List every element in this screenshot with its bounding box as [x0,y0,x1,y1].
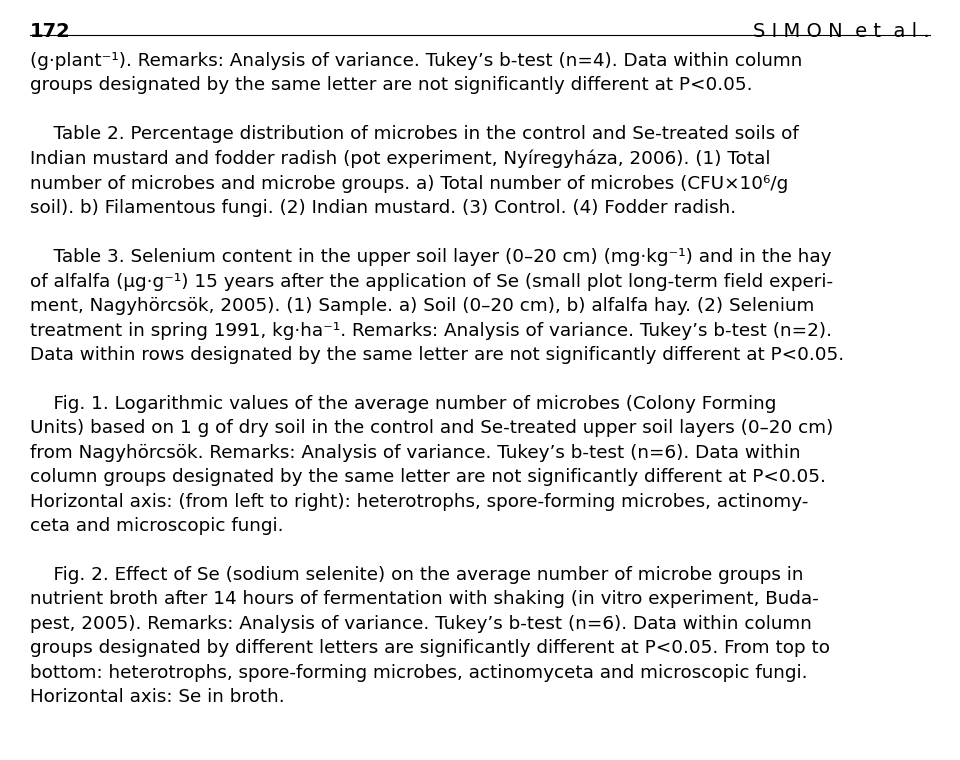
Text: 172: 172 [30,22,71,41]
Text: (g·plant⁻¹). Remarks: Analysis of variance. Tukey’s b-test (n=4). Data within co: (g·plant⁻¹). Remarks: Analysis of varian… [30,52,844,706]
Text: S I M O N  e t  a l .: S I M O N e t a l . [754,22,930,41]
